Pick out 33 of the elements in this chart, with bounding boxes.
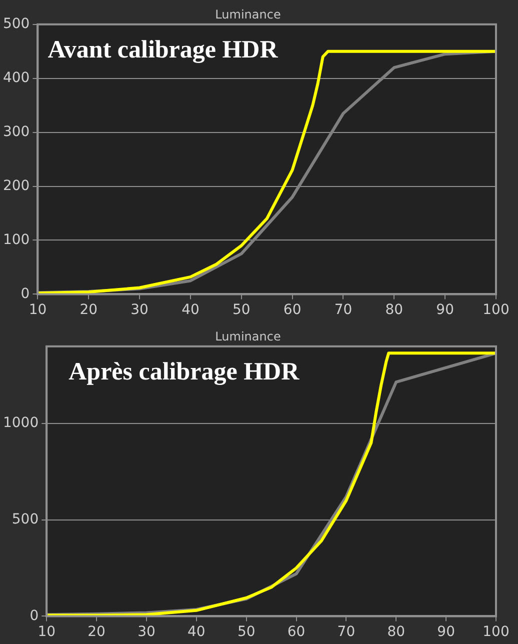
- x-tick-label: 30: [138, 624, 156, 640]
- y-tick-label: 0: [30, 608, 39, 624]
- x-tick-label: 50: [237, 624, 256, 640]
- y-tick-label: 500: [12, 511, 39, 528]
- x-tick-label: 80: [385, 302, 404, 318]
- y-tick-label: 1000: [2, 415, 39, 432]
- x-tick-label: 60: [287, 624, 306, 640]
- y-tick-label: 400: [2, 70, 30, 86]
- y-tick-label: 200: [2, 178, 30, 194]
- annotation: Avant calibrage HDR: [48, 36, 279, 64]
- x-tick-label: 40: [182, 302, 200, 318]
- x-tick-label: 20: [88, 624, 106, 640]
- chart-title: Luminance: [215, 7, 281, 22]
- x-tick-label: 70: [334, 302, 352, 318]
- x-tick-label: 50: [232, 302, 250, 318]
- y-tick-label: 500: [2, 16, 30, 32]
- x-tick-label: 20: [80, 302, 98, 318]
- x-tick-label: 10: [38, 624, 56, 640]
- y-tick-label: 300: [2, 124, 30, 140]
- x-tick-label: 80: [387, 624, 406, 640]
- x-tick-label: 70: [337, 624, 356, 640]
- x-tick-label: 100: [482, 624, 510, 640]
- x-tick-label: 100: [482, 302, 510, 318]
- x-tick-label: 90: [436, 302, 454, 318]
- chart-title: Luminance: [215, 329, 281, 344]
- x-tick-label: 30: [130, 302, 148, 318]
- x-tick-label: 60: [283, 302, 302, 318]
- x-tick-label: 10: [28, 302, 47, 318]
- y-tick-label: 100: [2, 232, 30, 248]
- x-tick-label: 90: [437, 624, 455, 640]
- x-tick-label: 40: [188, 624, 206, 640]
- y-tick-label: 0: [20, 286, 30, 302]
- annotation: Après calibrage HDR: [68, 358, 300, 386]
